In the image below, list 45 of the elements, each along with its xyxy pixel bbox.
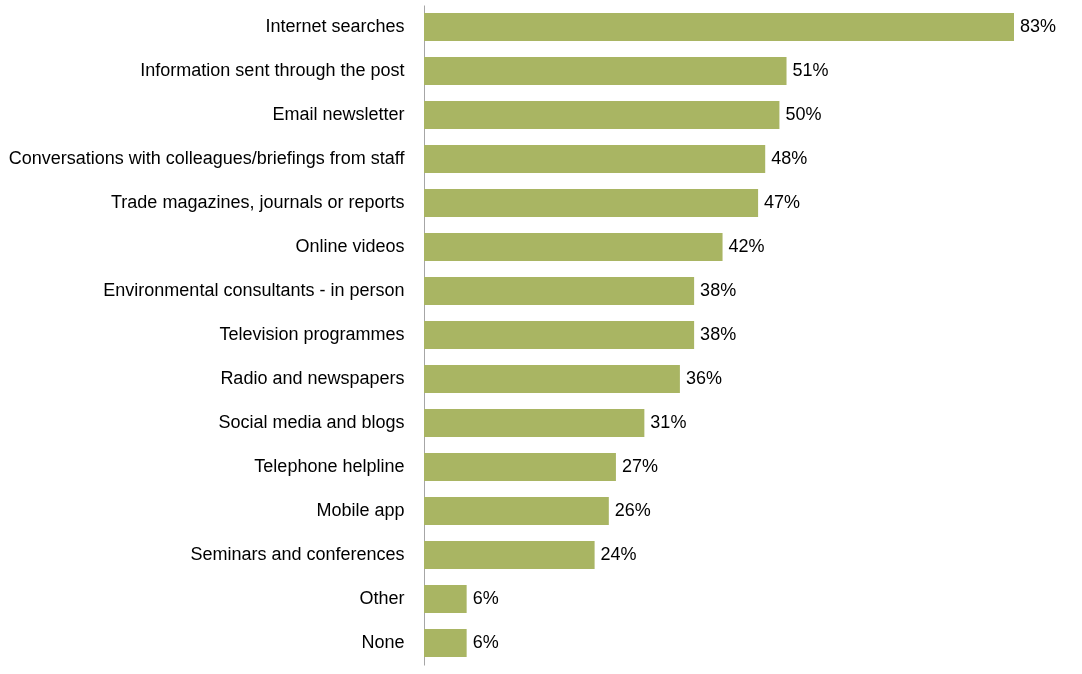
y-tick-label: Conversations with colleagues/briefings from staff	[8, 148, 406, 168]
y-tick-label: Information sent through the post	[140, 60, 405, 80]
bar	[424, 540, 595, 570]
data-label: 48%	[771, 148, 808, 168]
y-tick-label: Mobile app	[316, 500, 405, 520]
y-tick-label: Television programmes	[219, 324, 405, 344]
data-label: 50%	[785, 104, 822, 124]
bar	[424, 320, 695, 350]
data-label: 83%	[1020, 16, 1057, 36]
data-label: 24%	[600, 544, 637, 564]
data-label: 26%	[614, 500, 651, 520]
bar	[424, 56, 787, 86]
data-label: 42%	[728, 236, 765, 256]
data-label: 51%	[792, 60, 829, 80]
y-tick-label: Trade magazines, journals or reports	[111, 192, 405, 212]
bar	[424, 408, 645, 438]
bar	[424, 628, 467, 658]
y-tick-label: Email newsletter	[272, 104, 405, 124]
bar	[424, 232, 723, 262]
bar	[424, 188, 759, 218]
bar	[424, 144, 766, 174]
y-tick-label: None	[361, 632, 405, 652]
data-label: 36%	[685, 368, 722, 388]
bar	[424, 364, 680, 394]
data-label: 38%	[700, 324, 737, 344]
data-label: 38%	[700, 280, 737, 300]
data-label: 27%	[621, 456, 658, 476]
y-tick-label: Environmental consultants - in person	[103, 280, 405, 300]
y-tick-label: Social media and blogs	[218, 412, 405, 432]
bar	[424, 496, 609, 526]
bar	[424, 100, 780, 130]
bar	[424, 584, 467, 614]
y-tick-label: Telephone helpline	[254, 456, 405, 476]
bar	[424, 452, 616, 482]
data-label: 31%	[650, 412, 687, 432]
data-label: 47%	[764, 192, 801, 212]
y-tick-label: Other	[359, 588, 405, 608]
y-tick-label: Seminars and conferences	[190, 544, 405, 564]
data-label: 6%	[472, 588, 499, 608]
y-tick-label: Radio and newspapers	[220, 368, 405, 388]
data-label: 6%	[472, 632, 499, 652]
y-tick-label: Internet searches	[265, 16, 405, 36]
bar	[424, 12, 1014, 42]
y-tick-label: Online videos	[295, 236, 405, 256]
bar	[424, 276, 695, 306]
